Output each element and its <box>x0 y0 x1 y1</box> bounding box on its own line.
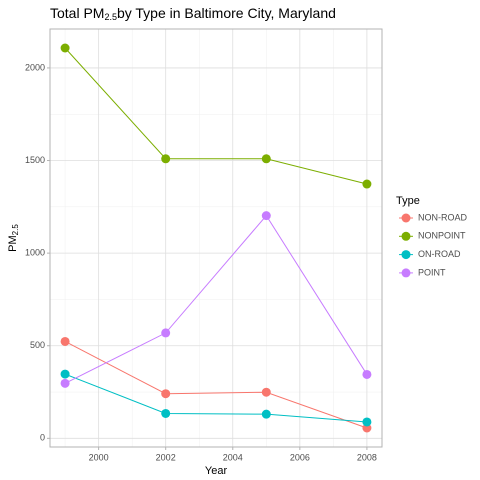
series-line <box>64 47 368 185</box>
legend-key <box>401 213 411 223</box>
point <box>161 154 171 164</box>
x-tick-label: 2000 <box>89 452 109 462</box>
x-axis-label: Year <box>205 465 228 477</box>
title-sub: 2.5 <box>104 12 117 22</box>
x-tick-label: 2008 <box>357 452 377 462</box>
point <box>362 369 372 379</box>
y-tick-label: 0 <box>40 433 45 443</box>
x-tick-label: 2004 <box>223 452 243 462</box>
y-axis-label: PM2.5 <box>7 224 20 252</box>
chart-title: Total PM2.5by Type in Baltimore City, Ma… <box>50 5 336 23</box>
point <box>362 179 372 189</box>
title-main: Total PM <box>50 5 104 21</box>
legend-label: NON-ROAD <box>418 212 467 222</box>
point <box>60 378 70 388</box>
y-tick-label: 1500 <box>25 155 45 165</box>
point <box>261 211 271 221</box>
point <box>60 369 70 379</box>
legend-label: ON-ROAD <box>418 249 461 259</box>
series-line <box>64 373 367 423</box>
legend-label: POINT <box>418 267 446 277</box>
point <box>261 154 271 164</box>
y-tick-label: 500 <box>30 340 45 350</box>
legend-key <box>401 250 411 260</box>
legend-key <box>401 268 411 278</box>
panel <box>50 29 382 447</box>
point <box>362 417 372 427</box>
panel-border <box>49 28 383 448</box>
x-tick-label: 2002 <box>156 452 176 462</box>
series-line <box>64 214 368 384</box>
title-rest: by Type in Baltimore City, Maryland <box>117 5 336 21</box>
y-tick-label: 2000 <box>25 62 45 72</box>
point <box>60 336 70 346</box>
y-label-main: PM <box>7 235 19 252</box>
point <box>261 387 271 397</box>
x-tick-label: 2006 <box>290 452 310 462</box>
point <box>161 328 171 338</box>
point <box>60 43 70 53</box>
legend-label: NONPOINT <box>418 231 466 241</box>
point <box>161 408 171 418</box>
point <box>161 389 171 399</box>
point <box>261 409 271 419</box>
y-tick-label: 1000 <box>25 248 45 258</box>
legend-title: Type <box>396 195 420 207</box>
legend-key <box>401 231 411 241</box>
series-line <box>64 341 368 429</box>
y-label-sub: 2.5 <box>11 224 20 236</box>
